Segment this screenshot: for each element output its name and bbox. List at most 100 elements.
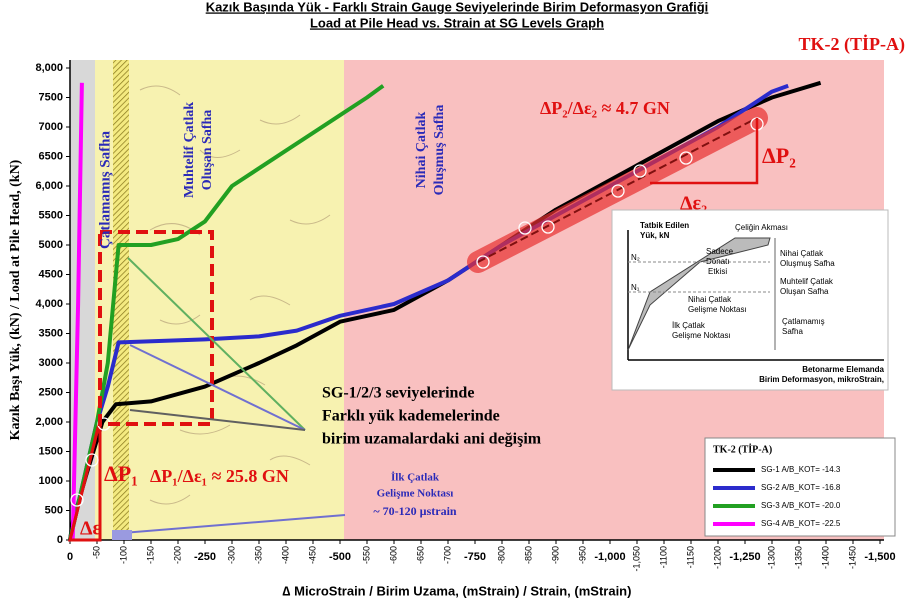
x-tick-label: -1350 — [793, 546, 803, 569]
inset-label: Çeliğin Akması — [735, 223, 788, 232]
annotation: Nihai Çatlak — [414, 111, 429, 188]
annotation: ΔP₁ — [104, 461, 138, 486]
x-tick-label: -200 — [172, 546, 182, 564]
fit-points — [70, 117, 764, 507]
x-tick-label: -950 — [577, 546, 587, 564]
inset: Tatbik Edilen Yük, kN Çeliğin Akması Sad… — [611, 209, 889, 391]
inset-label: Betonarme Elemanda — [802, 365, 884, 374]
annotation: ΔP₁/Δε₁ ≈ 25.8 GN — [150, 466, 289, 486]
y-tick-label: 2,000 — [35, 416, 63, 428]
title: Kazık Başında Yük - Farklı Strain Gauge … — [206, 0, 709, 14]
x-tick-label: -600 — [388, 546, 398, 564]
zone-cracking — [129, 60, 344, 540]
inset-label: Birim Deformasyon, mikroStrain, — [759, 375, 884, 384]
annotation: Oluşan Safha — [200, 110, 215, 191]
y-tick-label: 6500 — [39, 150, 63, 162]
inset-label: Çatlamamış — [782, 317, 825, 326]
y-tick-label: 2500 — [39, 386, 63, 398]
y-tick-label: 8,000 — [35, 62, 63, 74]
x-tick-label: -350 — [253, 546, 263, 564]
y-tick-label: 7000 — [39, 121, 63, 133]
annotation: ΔP₂/Δε₂ ≈ 4.7 GN — [540, 98, 670, 118]
x-tick-label: -1100 — [658, 546, 668, 568]
x-tick-label: -500 — [329, 551, 351, 563]
annotation: ΔP₂ — [762, 143, 796, 168]
crack-range — [112, 530, 132, 540]
annotation: Farklı yük kademelerinde — [322, 408, 500, 425]
x-tick-label: -1,050 — [631, 546, 641, 572]
legend: TK-2 (TİP-A) SG-1 A/B_KOT= -14.3 SG-2 A/B_… — [704, 437, 896, 537]
annotation: SG-1/2/3 seviyelerinde — [322, 385, 474, 402]
series-line — [68, 84, 385, 541]
subtitle: Load at Pile Head vs. Strain at SG Level… — [310, 15, 604, 30]
inset-label: Yük, kN — [640, 231, 670, 240]
inset-label: Oluşan Safha — [780, 287, 829, 296]
x-tick-label: -900 — [550, 546, 560, 564]
inset-label: Sadece — [706, 247, 734, 256]
annotation: İlk Çatlak — [391, 472, 440, 484]
inset-label: İlk Çatlak — [672, 321, 706, 330]
x-tick-label: -1,500 — [864, 551, 895, 563]
x-tick-label: -250 — [194, 551, 216, 563]
y-tick-label: 4,000 — [35, 298, 63, 310]
x-tick-label: -300 — [226, 546, 236, 564]
x-tick-label: -100 — [118, 546, 128, 564]
legend-label: SG-3 A/B_KOT= -20.0 — [761, 501, 841, 510]
x-tick-label: -550 — [361, 546, 371, 564]
x-tick-label: -700 — [442, 546, 452, 564]
inset-label: N₁ — [631, 283, 640, 292]
legend-title: TK-2 (TİP-A) — [713, 443, 772, 455]
annotation: ~ 70-120 µstrain — [373, 504, 456, 518]
x-tick-label: -1,000 — [594, 551, 625, 563]
y-tick-label: 7500 — [39, 91, 63, 103]
y-tick-label: 5500 — [39, 209, 63, 221]
x-tick-label: -50 — [91, 546, 101, 559]
x-tick-label: -850 — [523, 546, 533, 564]
y-tick-label: 3500 — [39, 327, 63, 339]
legend-label: SG-4 A/B_KOT= -22.5 — [761, 519, 841, 528]
series-line — [70, 82, 84, 541]
x-tick-label: -750 — [464, 551, 486, 563]
x-tick-label: -650 — [415, 546, 425, 564]
series-line — [68, 80, 822, 541]
x-tick-label: -800 — [496, 546, 506, 564]
inset-label: Muhtelif Çatlak — [780, 277, 834, 286]
annotation: Δε₂ — [680, 193, 707, 215]
inset-label: Nihai Çatlak — [780, 249, 824, 258]
x-tick-label: -1150 — [685, 546, 695, 568]
x-tick-label: 0 — [67, 551, 73, 563]
inset-label: Gelişme Noktası — [672, 331, 731, 340]
legend-label: SG-1 A/B_KOT= -14.3 — [761, 465, 841, 474]
x-tick-label: -1450 — [847, 546, 857, 569]
annotation: Muhtelif Çatlak — [182, 102, 197, 198]
inset-label: Safha — [782, 327, 803, 336]
x-tick-label: -400 — [280, 546, 290, 564]
y-tick-label: 4500 — [39, 268, 63, 280]
inset-label: Tatbik Edilen — [640, 221, 689, 230]
annotation: Oluşmuş Safha — [432, 105, 447, 196]
annotation: Çatlamamış Safha — [97, 131, 113, 249]
annotation: Gelişme Noktası — [377, 488, 454, 500]
arrows — [121, 257, 346, 534]
annotation: birim uzamalardaki ani değişim — [322, 431, 542, 448]
x-tick-label: -1400 — [820, 546, 830, 569]
x-tick-label: -1300 — [766, 546, 776, 569]
highlight-box — [98, 230, 214, 426]
y-axis-label: Kazık Başı Yük, (kN) / Load at Pile Head… — [8, 159, 23, 440]
inset-label: Donatı — [706, 257, 730, 266]
y-tick-label: 6,000 — [35, 180, 63, 192]
inset-label: N₂ — [631, 253, 640, 262]
inset-label: Oluşmuş Safha — [780, 259, 835, 268]
x-tick-label: -150 — [145, 546, 155, 564]
inset-label: Etkisi — [708, 267, 727, 276]
annotation: Δε — [80, 518, 102, 540]
zone-hatch — [113, 60, 129, 540]
y-tick-label: 3000 — [39, 357, 63, 369]
x-axis-label: ∆ MicroStrain / Birim Uzama, (mStrain) /… — [283, 583, 632, 598]
y-tick-label: 5000 — [39, 239, 63, 251]
triangle-2 — [650, 118, 759, 185]
tag: TK-2 (TİP-A) — [799, 34, 906, 55]
inset-label: Nihai Çatlak — [688, 295, 732, 304]
y-tick-label: 0 — [57, 534, 63, 546]
